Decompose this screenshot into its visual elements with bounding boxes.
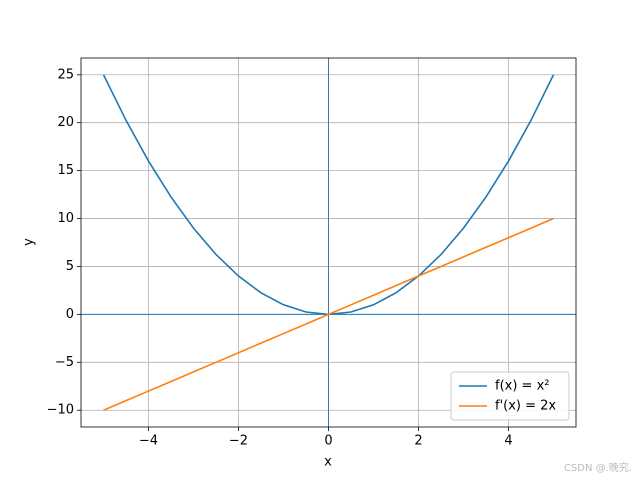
- y-tick-label: 0: [66, 307, 74, 322]
- y-tick-label: 10: [57, 211, 74, 226]
- plot-frame: [80, 57, 577, 428]
- x-tick-label: 2: [414, 434, 422, 449]
- y-tick-label: −5: [55, 355, 74, 370]
- x-axis-label: x: [324, 455, 332, 470]
- series-line: [103, 217, 554, 411]
- watermark: CSDN @.晚究.: [564, 461, 632, 474]
- y-tick-label: 20: [57, 115, 74, 130]
- x-tick-label: 4: [504, 434, 512, 449]
- legend-label: f(x) = x²: [495, 379, 549, 394]
- y-tick-label: 5: [66, 259, 74, 274]
- x-tick-label: −2: [229, 434, 248, 449]
- x-tick-label: −4: [139, 434, 158, 449]
- legend-box: [450, 371, 570, 421]
- y-tick-label: 25: [57, 67, 74, 82]
- legend-label: f'(x) = 2x: [495, 399, 556, 414]
- y-axis-label: y: [22, 238, 37, 246]
- x-tick-label: 0: [324, 434, 332, 449]
- y-tick-label: 15: [57, 163, 74, 178]
- y-tick-label: −10: [47, 403, 74, 418]
